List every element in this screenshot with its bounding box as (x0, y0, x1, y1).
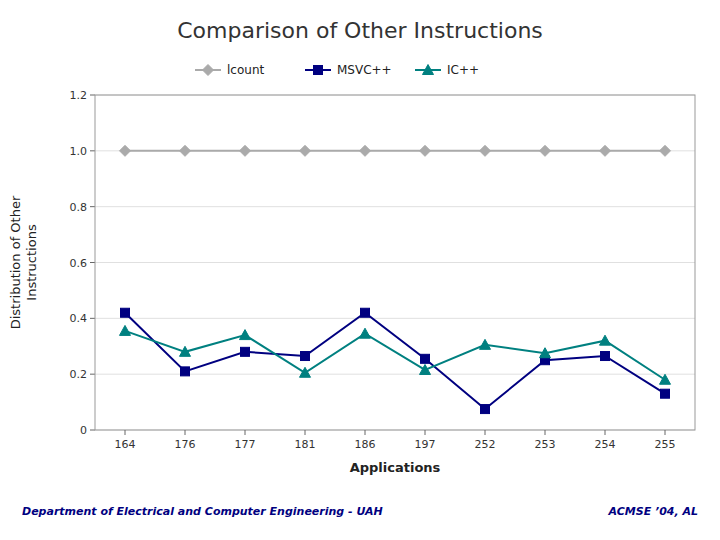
footer-right: ACMSE ’04, AL (608, 505, 698, 518)
point (180, 145, 191, 156)
y-tick-label: 0.2 (70, 368, 88, 381)
x-tick (125, 430, 126, 435)
y-axis-label: Distribution of OtherInstructions (8, 195, 39, 329)
x-tick (185, 430, 186, 435)
x-tick-label: 254 (595, 438, 616, 451)
y-tick-label: 1.0 (70, 145, 88, 158)
x-tick (665, 430, 666, 435)
point (120, 325, 131, 335)
point (540, 145, 551, 156)
legend-marker (314, 66, 323, 75)
y-tick-label: 0 (80, 424, 87, 437)
point (600, 335, 611, 345)
point (240, 145, 251, 156)
x-tick-label: 255 (655, 438, 676, 451)
x-tick-label: 164 (115, 438, 136, 451)
y-axis: 0 0.2 0.4 0.6 0.8 1.0 1.2 (70, 89, 96, 437)
x-tick-label: 253 (535, 438, 556, 451)
x-tick-label: 252 (475, 438, 496, 451)
point (420, 145, 431, 156)
point (660, 145, 671, 156)
x-tick (425, 430, 426, 435)
point (180, 346, 191, 356)
series-line (125, 313, 665, 409)
y-tick (90, 262, 95, 263)
point (301, 352, 310, 361)
chart: Comparison of Other Instructions00.20.40… (0, 0, 720, 540)
y-tick (90, 95, 95, 96)
y-tick (90, 430, 95, 431)
grid-line (95, 206, 695, 207)
legend-label: IC++ (447, 63, 479, 77)
y-tick (90, 318, 95, 319)
series-line (125, 150, 665, 152)
grid-line (95, 318, 695, 319)
series (120, 145, 671, 156)
point (121, 308, 130, 317)
x-axis: 164 176 177 181 186 197 252 253 254 255 Applicatio… (115, 430, 676, 475)
x-tick-label: 176 (175, 438, 196, 451)
y-tick-label: 0.6 (70, 257, 88, 270)
point (360, 328, 371, 338)
point (240, 330, 251, 340)
y-tick-label: 0.8 (70, 201, 88, 214)
y-tick (90, 206, 95, 207)
x-tick-label: 181 (295, 438, 316, 451)
x-tick (245, 430, 246, 435)
y-tick (90, 374, 95, 375)
x-tick (305, 430, 306, 435)
point (300, 367, 311, 377)
series-line (125, 331, 665, 380)
footer-left: Department of Electrical and Computer En… (22, 505, 383, 518)
y-axis-label-line: Distribution of Other (8, 195, 23, 329)
legend-marker (423, 65, 434, 75)
series (121, 308, 670, 413)
point (661, 389, 670, 398)
series-group (120, 145, 671, 413)
legend: lcount MSVC++ IC++ (195, 63, 479, 77)
x-tick (605, 430, 606, 435)
point (480, 145, 491, 156)
plot-area (95, 95, 695, 430)
legend-label: lcount (227, 63, 264, 77)
x-tick-label: 186 (355, 438, 376, 451)
x-tick-label: 197 (415, 438, 436, 451)
x-tick (545, 430, 546, 435)
grid-line (95, 262, 695, 263)
point (540, 348, 551, 358)
point (120, 145, 131, 156)
grid (95, 95, 695, 430)
x-tick (365, 430, 366, 435)
point (601, 352, 610, 361)
point (421, 354, 430, 363)
y-tick-label: 1.2 (70, 89, 88, 102)
y-axis-label-line: Instructions (24, 224, 39, 301)
y-tick-label: 0.4 (70, 312, 88, 325)
point (480, 339, 491, 349)
point (420, 364, 431, 374)
plot-frame (95, 95, 695, 430)
legend-marker (203, 65, 214, 76)
title: Comparison of Other Instructions (177, 18, 543, 43)
x-axis-label: Applications (350, 460, 441, 475)
x-tick-label: 177 (235, 438, 256, 451)
point (361, 308, 370, 317)
series (120, 325, 671, 384)
y-tick (90, 150, 95, 151)
point (600, 145, 611, 156)
x-tick (485, 430, 486, 435)
point (660, 374, 671, 384)
point (481, 405, 490, 414)
point (360, 145, 371, 156)
point (300, 145, 311, 156)
point (181, 367, 190, 376)
point (241, 347, 250, 356)
legend-label: MSVC++ (337, 63, 392, 77)
